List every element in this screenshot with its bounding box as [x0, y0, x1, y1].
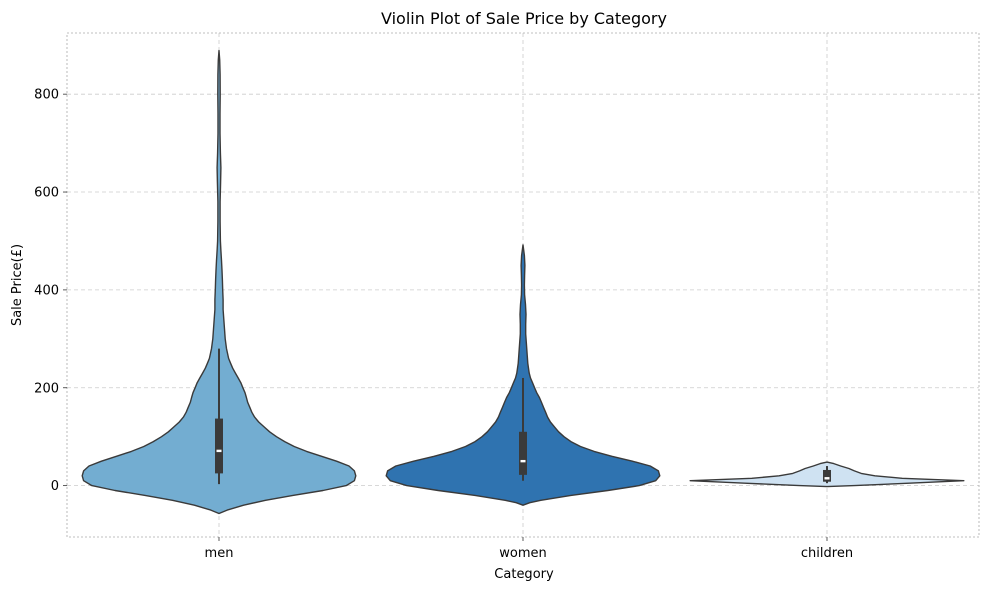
y-tick-label: 800 — [34, 88, 59, 103]
violin-body-women — [385, 244, 661, 506]
violins — [81, 49, 965, 515]
x-tick-label: women — [499, 546, 547, 561]
y-axis: 0 200 400 600 800 — [34, 88, 67, 494]
x-tick-label: men — [205, 546, 234, 561]
y-tick-label: 0 — [51, 479, 59, 494]
x-axis: men women children — [205, 537, 853, 561]
y-tick-label: 600 — [34, 186, 59, 201]
x-tick-label: children — [801, 546, 853, 561]
y-tick-label: 200 — [34, 381, 59, 396]
median-children — [824, 477, 830, 480]
chart-title: Violin Plot of Sale Price by Category — [381, 9, 667, 28]
median-men — [216, 449, 222, 453]
x-axis-label: Category — [494, 567, 554, 582]
y-tick-label: 400 — [34, 283, 59, 298]
box-children — [823, 469, 831, 482]
violin-body-men — [81, 49, 357, 515]
box-men — [215, 418, 223, 474]
y-axis-label: Sale Price(£) — [10, 244, 25, 326]
median-women — [520, 459, 526, 463]
box-women — [519, 431, 527, 475]
